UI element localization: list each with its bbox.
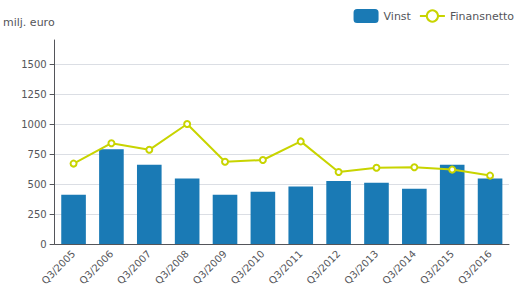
svg-text:0: 0 — [40, 239, 46, 250]
svg-text:milj. euro: milj. euro — [3, 16, 55, 29]
svg-text:Q3/2013: Q3/2013 — [342, 248, 380, 286]
svg-text:Q3/2007: Q3/2007 — [115, 248, 153, 286]
svg-text:Q3/2012: Q3/2012 — [304, 248, 342, 286]
svg-text:750: 750 — [28, 149, 47, 160]
svg-text:Q3/2006: Q3/2006 — [77, 248, 115, 286]
svg-text:Q3/2016: Q3/2016 — [456, 248, 494, 286]
svg-text:Q3/2015: Q3/2015 — [418, 248, 456, 286]
svg-text:1500: 1500 — [21, 59, 46, 70]
svg-text:Q3/2008: Q3/2008 — [153, 248, 191, 286]
svg-text:1250: 1250 — [21, 89, 46, 100]
svg-text:Finansnetto: Finansnetto — [450, 10, 514, 23]
svg-text:1000: 1000 — [21, 119, 46, 130]
svg-text:250: 250 — [28, 209, 47, 220]
svg-text:Q3/2009: Q3/2009 — [191, 248, 229, 286]
svg-text:Q3/2014: Q3/2014 — [380, 248, 418, 286]
svg-text:500: 500 — [28, 179, 47, 190]
svg-text:Vinst: Vinst — [384, 10, 412, 23]
svg-text:Q3/2011: Q3/2011 — [266, 248, 304, 286]
svg-text:Q3/2010: Q3/2010 — [229, 248, 267, 286]
svg-text:Q3/2005: Q3/2005 — [39, 248, 77, 286]
